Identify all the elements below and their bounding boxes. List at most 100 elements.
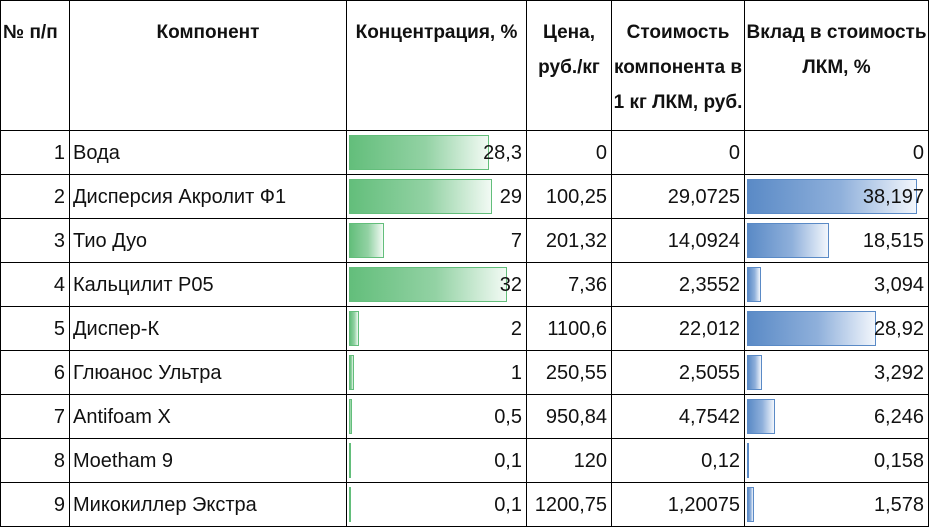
cost-cell: 0	[612, 131, 745, 175]
price-cell-value: 7,36	[568, 274, 607, 296]
header-price: Цена, руб./кг	[527, 0, 612, 131]
cost-cell: 14,0924	[612, 219, 745, 263]
header-num: № п/п	[0, 0, 70, 131]
table-row: 6 Глюанос Ультра 1 250,55 2,5055 3,292	[0, 351, 930, 395]
table-row: 1 Вода 28,3 0 0 0	[0, 131, 930, 175]
concentration-databar	[349, 223, 384, 258]
table-row: 4 Кальцилит Р05 32 7,36 2,3552 3,094	[0, 263, 930, 307]
price-cell-value: 1100,6	[547, 318, 607, 340]
contribution-cell: 3,094	[745, 263, 929, 307]
row-number-cell: 5	[0, 307, 70, 351]
price-cell: 950,84	[527, 395, 612, 439]
component-name-cell: Диспер-К	[70, 307, 347, 351]
cost-cell-value: 2,3552	[678, 274, 740, 296]
table-row: 3 Тио Дуо 7 201,32 14,0924 18,515	[0, 219, 930, 263]
row-number-cell: 9	[0, 483, 70, 527]
contribution-databar	[747, 311, 876, 346]
contribution-cell-value: 3,292	[873, 362, 924, 384]
concentration-cell-value: 0,5	[494, 406, 522, 428]
row-number-cell: 1	[0, 131, 70, 175]
concentration-cell-value: 2	[510, 318, 522, 340]
concentration-cell: 7	[347, 219, 527, 263]
contribution-databar	[747, 179, 917, 214]
row-number-cell-value: 6	[53, 362, 65, 384]
cost-cell-value: 22,012	[678, 318, 740, 340]
contribution-databar	[747, 443, 749, 478]
table-row: 7 Antifoam X 0,5 950,84 4,7542 6,246	[0, 395, 930, 439]
concentration-cell-value: 0,1	[494, 494, 522, 516]
contribution-cell-value: 0	[912, 142, 924, 164]
concentration-cell: 32	[347, 263, 527, 307]
contribution-cell-value: 38,197	[862, 186, 924, 208]
row-number-cell-value: 4	[53, 274, 65, 296]
table-row: 8 Moetham 9 0,1 120 0,12 0,158	[0, 439, 930, 483]
row-number-cell-value: 8	[53, 450, 65, 472]
cost-cell-value: 1,20075	[667, 494, 740, 516]
contribution-cell-value: 18,515	[862, 230, 924, 252]
row-number-cell-value: 1	[53, 142, 65, 164]
contribution-cell: 1,578	[745, 483, 929, 527]
price-cell-value: 201,32	[545, 230, 607, 252]
contribution-cell-value: 3,094	[873, 274, 924, 296]
concentration-cell: 0,1	[347, 483, 527, 527]
contribution-cell: 18,515	[745, 219, 929, 263]
row-number-cell: 7	[0, 395, 70, 439]
header-component: Компонент	[70, 0, 347, 131]
price-cell: 201,32	[527, 219, 612, 263]
table-row: 9 Микокиллер Экстра 0,1 1200,75 1,20075 1,578	[0, 483, 930, 527]
row-number-cell-value: 2	[53, 186, 65, 208]
contribution-cell-value: 6,246	[873, 406, 924, 428]
header-row: № п/п Компонент Концентрация, % Цена, ру…	[0, 0, 930, 131]
concentration-cell-value: 1	[510, 362, 522, 384]
component-name-cell: Дисперсия Акролит Ф1	[70, 175, 347, 219]
row-number-cell: 4	[0, 263, 70, 307]
price-cell: 1100,6	[527, 307, 612, 351]
row-number-cell: 8	[0, 439, 70, 483]
row-number-cell-value: 7	[53, 406, 65, 428]
concentration-cell: 28,3	[347, 131, 527, 175]
contribution-cell-value: 28,92	[873, 318, 924, 340]
component-name-cell-value: Дисперсия Акролит Ф1	[73, 186, 287, 208]
row-number-cell: 2	[0, 175, 70, 219]
price-cell-value: 100,25	[545, 186, 607, 208]
concentration-cell-value: 7	[510, 230, 522, 252]
concentration-cell-value: 0,1	[494, 450, 522, 472]
concentration-cell: 1	[347, 351, 527, 395]
price-cell: 0	[527, 131, 612, 175]
price-cell: 120	[527, 439, 612, 483]
price-cell: 7,36	[527, 263, 612, 307]
cost-cell-value: 2,5055	[678, 362, 740, 384]
cost-cell-value: 0,12	[701, 450, 740, 472]
cost-cell-value: 0	[728, 142, 740, 164]
concentration-databar	[349, 311, 359, 346]
contribution-databar	[747, 355, 762, 390]
price-cell-value: 120	[573, 450, 607, 472]
contribution-cell: 0,158	[745, 439, 929, 483]
component-name-cell: Тио Дуо	[70, 219, 347, 263]
table-row: 5 Диспер-К 2 1100,6 22,012 28,92	[0, 307, 930, 351]
component-name-cell-value: Вода	[73, 142, 120, 164]
header-concentration: Концентрация, %	[347, 0, 527, 131]
row-number-cell-value: 5	[53, 318, 65, 340]
concentration-cell: 29	[347, 175, 527, 219]
price-cell: 100,25	[527, 175, 612, 219]
component-name-cell-value: Antifoam X	[73, 406, 171, 428]
cost-cell: 4,7542	[612, 395, 745, 439]
component-name-cell-value: Тио Дуо	[73, 230, 148, 252]
component-name-cell: Вода	[70, 131, 347, 175]
cost-cell: 2,3552	[612, 263, 745, 307]
contribution-databar	[747, 267, 761, 302]
row-number-cell: 3	[0, 219, 70, 263]
component-name-cell: Микокиллер Экстра	[70, 483, 347, 527]
row-number-cell-value: 9	[53, 494, 65, 516]
contribution-cell: 3,292	[745, 351, 929, 395]
concentration-databar	[349, 135, 489, 170]
concentration-cell: 2	[347, 307, 527, 351]
component-name-cell-value: Moetham 9	[73, 450, 174, 472]
concentration-databar	[349, 443, 351, 478]
component-name-cell-value: Глюанос Ультра	[73, 362, 222, 384]
component-name-cell-value: Кальцилит Р05	[73, 274, 214, 296]
header-cost: Стоимость компонента в 1 кг ЛКМ, руб.	[612, 0, 745, 131]
concentration-databar	[349, 399, 352, 434]
